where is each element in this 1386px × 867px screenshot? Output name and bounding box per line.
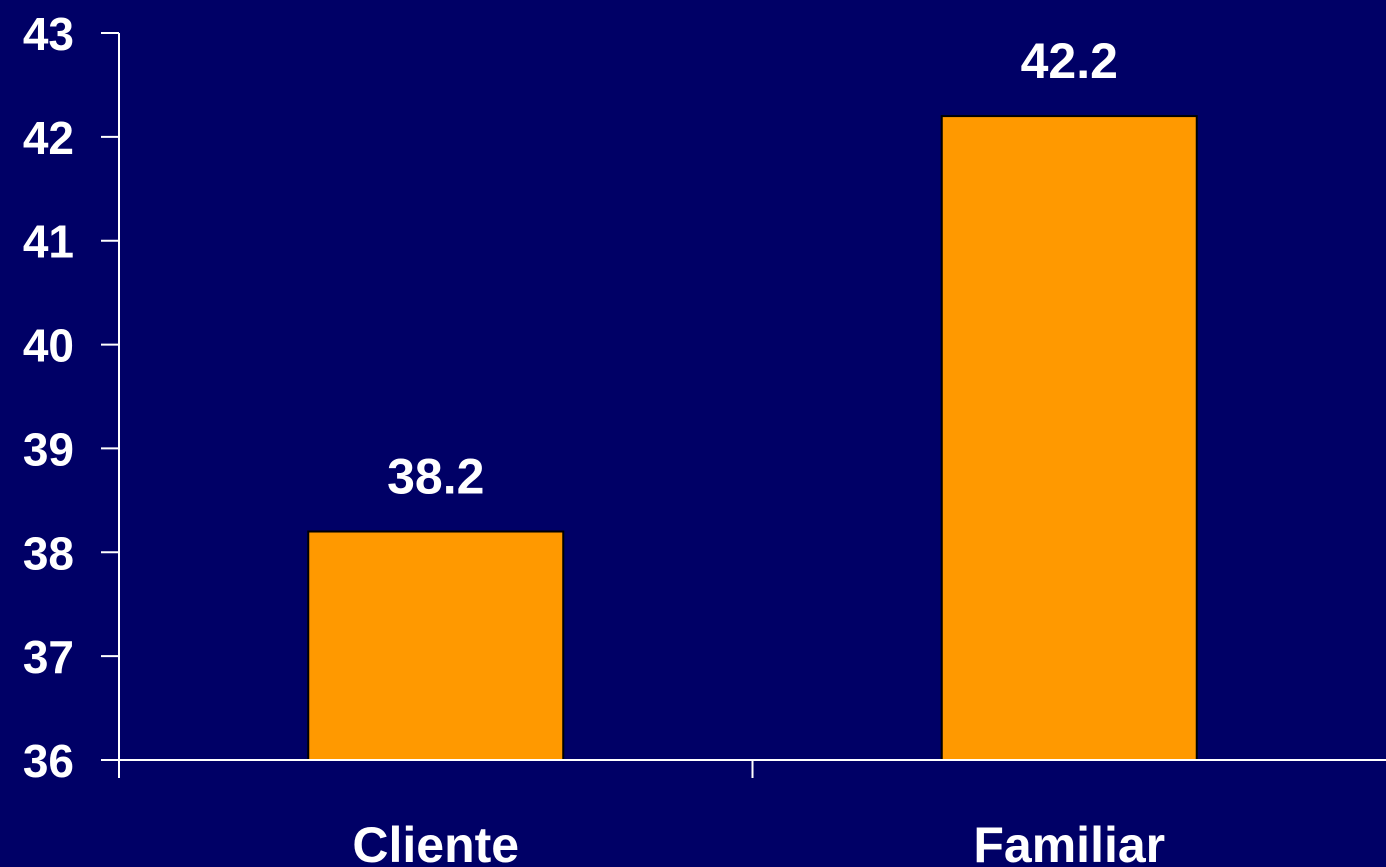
bar-familiar — [940, 115, 1198, 762]
bar-cliente — [307, 530, 565, 761]
axes-layer — [101, 32, 1386, 778]
x-tick-label-familiar: Familiar — [973, 817, 1165, 867]
y-tick-label-37: 37 — [23, 631, 74, 683]
y-tick-label-38: 38 — [23, 527, 74, 579]
x-tick-label-cliente: Cliente — [352, 817, 519, 867]
bars-layer — [307, 115, 1198, 762]
labels-layer: 38.2 Cliente 42.2 Familiar 36 37 38 39 40 41 42 43 — [23, 8, 1165, 867]
y-tick-label-41: 41 — [23, 216, 74, 268]
y-tick-label-42: 42 — [23, 112, 74, 164]
y-tick-label-39: 39 — [23, 423, 74, 475]
data-label-familiar: 42.2 — [1021, 33, 1118, 89]
y-tick-label-36: 36 — [23, 735, 74, 787]
y-tick-label-40: 40 — [23, 320, 74, 372]
y-tick-label-43: 43 — [23, 8, 74, 60]
data-label-cliente: 38.2 — [387, 449, 484, 505]
